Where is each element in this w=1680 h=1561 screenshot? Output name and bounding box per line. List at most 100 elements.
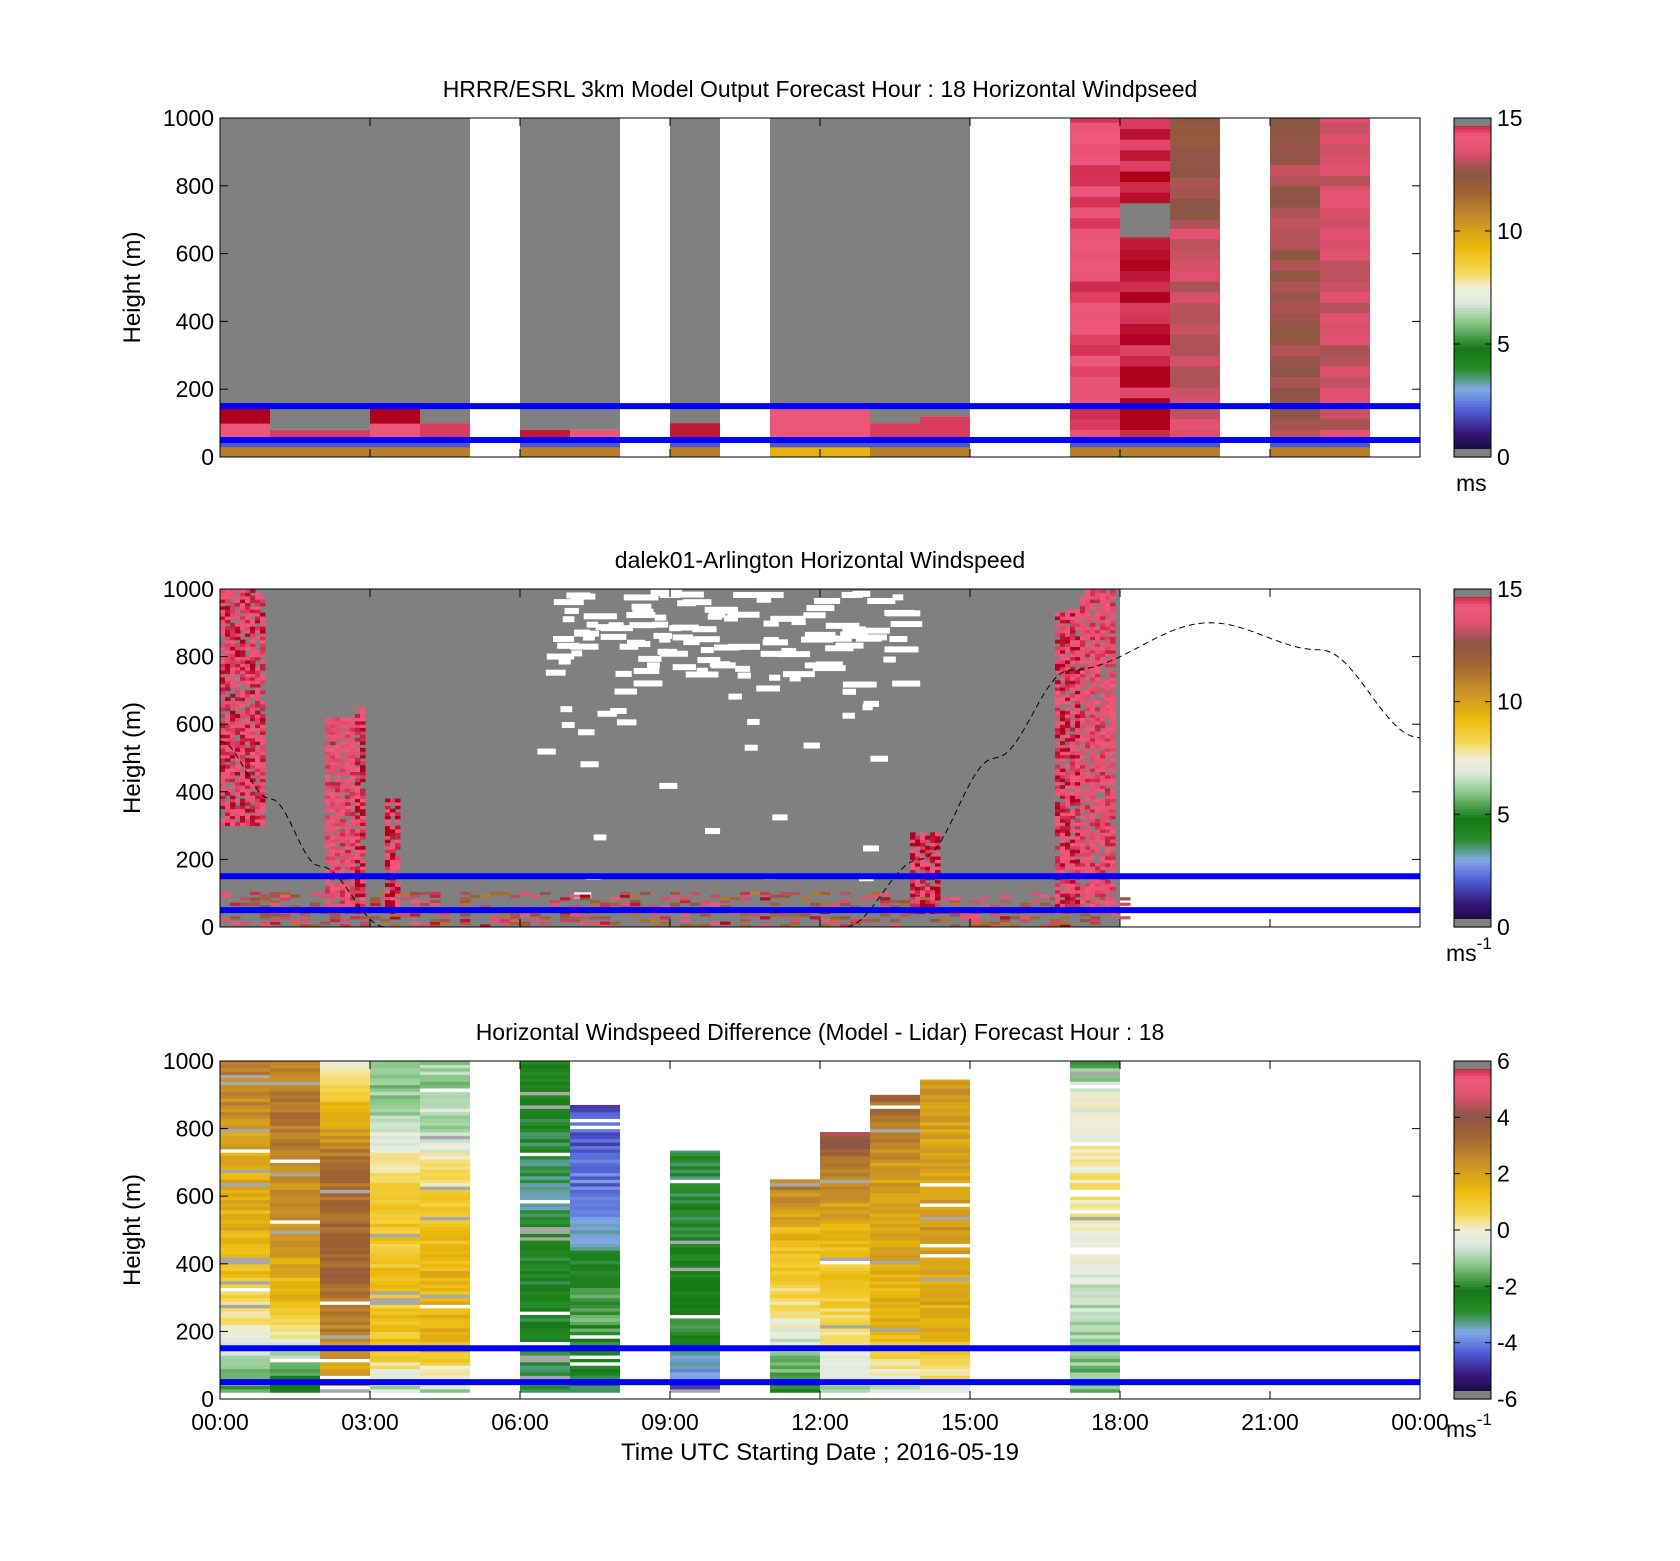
cell: [360, 879, 366, 884]
cell: [570, 1277, 620, 1282]
cell: [350, 835, 356, 840]
cell: [320, 1206, 370, 1211]
cell: [1120, 259, 1170, 272]
cell: [250, 595, 256, 600]
cell: [1270, 446, 1320, 457]
cell: [580, 897, 591, 901]
cell: [220, 632, 226, 637]
cell: [395, 856, 401, 860]
cell: [1000, 916, 1011, 920]
cell: [1105, 703, 1111, 708]
cell: [740, 918, 751, 923]
cell: [935, 862, 941, 867]
y-tick-label: 200: [176, 846, 214, 872]
cell: [1065, 832, 1071, 837]
cell: [320, 1338, 370, 1343]
colorbar-step: [1454, 338, 1491, 342]
cell: [355, 842, 361, 847]
cell: [360, 835, 366, 840]
cell: [920, 1142, 970, 1146]
cell: [1120, 312, 1170, 325]
cell: [390, 896, 396, 901]
colorbar-tick-label: 0: [1497, 444, 1510, 470]
cell-nodata: [844, 632, 864, 639]
cell: [870, 1246, 920, 1251]
cell: [330, 862, 336, 867]
cell: [1070, 764, 1076, 769]
cell: [820, 1131, 870, 1136]
cell: [1070, 1311, 1120, 1315]
cell: [325, 717, 331, 722]
cell: [660, 916, 671, 920]
cell: [830, 921, 841, 925]
cell: [335, 744, 341, 749]
cell: [225, 778, 231, 783]
cell: [1095, 801, 1101, 806]
cell: [420, 1199, 470, 1204]
cell: [360, 754, 366, 759]
cell: [240, 697, 246, 702]
cell-missing: [270, 118, 320, 430]
cell: [920, 446, 970, 457]
cell: [385, 801, 391, 806]
cell: [1070, 1101, 1120, 1106]
cell: [255, 676, 261, 681]
cell: [1080, 616, 1086, 620]
cell: [420, 1169, 470, 1174]
colorbar-step: [1454, 1373, 1491, 1378]
cell: [420, 1280, 470, 1285]
cell: [325, 788, 331, 793]
cell: [370, 1307, 420, 1312]
cell: [420, 1125, 470, 1130]
cell: [235, 622, 241, 627]
cell: [870, 1331, 920, 1336]
cell: [370, 1368, 420, 1373]
colorbar-step: [1454, 1376, 1491, 1380]
cell: [520, 1145, 570, 1150]
cell: [1105, 727, 1111, 732]
cell: [760, 924, 771, 927]
cell: [1090, 673, 1096, 678]
cell: [570, 1314, 620, 1319]
cell: [270, 1074, 320, 1079]
cell: [1070, 1230, 1120, 1234]
cell: [820, 1388, 870, 1393]
cell: [870, 1101, 920, 1106]
cell: [370, 1145, 420, 1150]
cell: [1110, 697, 1116, 702]
cell: [580, 894, 591, 898]
cell: [1095, 818, 1101, 823]
cell: [355, 856, 361, 860]
cell: [220, 1202, 270, 1207]
cell: [220, 629, 226, 634]
cell: [370, 1233, 420, 1238]
cell: [980, 897, 991, 901]
colorbar-step: [1454, 369, 1491, 373]
cell: [1065, 643, 1071, 647]
cell: [250, 626, 256, 631]
cell: [250, 680, 256, 685]
cell: [1055, 889, 1061, 894]
cell: [1090, 788, 1096, 793]
cell: [270, 1317, 320, 1322]
cell: [920, 1192, 970, 1197]
cell: [780, 891, 791, 896]
cell: [1085, 720, 1091, 725]
colorbar-step: [1454, 1258, 1491, 1262]
cell: [1120, 118, 1170, 130]
cell: [370, 1263, 420, 1268]
colorbar-step: [1454, 1280, 1491, 1285]
cell: [270, 1338, 320, 1343]
cell: [820, 1371, 870, 1376]
cell: [1320, 118, 1370, 123]
cell: [920, 1294, 970, 1299]
cell: [320, 1226, 370, 1231]
y-tick-label: 600: [176, 711, 214, 737]
cell: [270, 918, 281, 923]
cell: [1090, 697, 1096, 702]
cell: [770, 1317, 820, 1322]
cell: [1070, 710, 1076, 715]
cell: [1105, 788, 1111, 793]
cell: [420, 1189, 470, 1194]
cell: [260, 714, 266, 718]
